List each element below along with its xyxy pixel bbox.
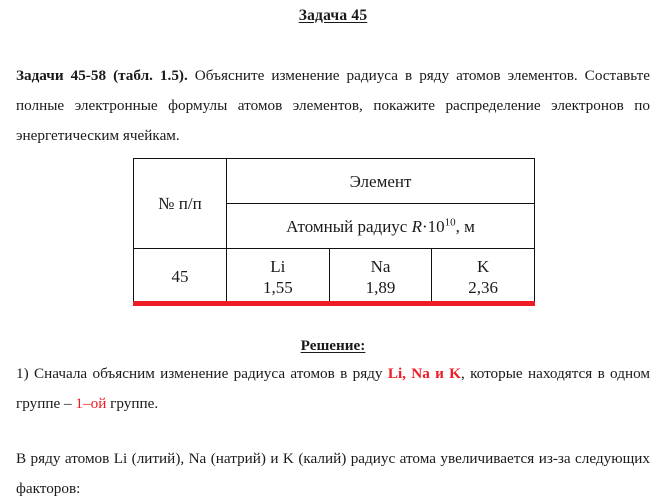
table-header-element: Элемент	[226, 158, 535, 204]
solution-heading-paragraph: Решение:	[16, 335, 650, 357]
radius-mid: ·10	[421, 216, 445, 236]
table-row: № п/п Элемент	[133, 158, 535, 249]
radius-suffix: , м	[455, 216, 475, 236]
solution-step-2: В ряду атомов Li (литий), Na (натрий) и …	[16, 444, 650, 504]
radius-label-prefix: Атомный радиус	[286, 216, 412, 236]
solution-step-2-paragraph: В ряду атомов Li (литий), Na (натрий) и …	[16, 450, 650, 497]
radius-symbol: R	[411, 216, 422, 236]
step1-middle: , которые находятся в одном группе –	[16, 365, 650, 412]
document-page: Задача 45 Задачи 45-58 (табл. 1.5). Объя…	[0, 7, 666, 497]
page-title: Задача 45	[16, 7, 650, 25]
element-symbol-0: Li	[270, 256, 286, 276]
table-cell-element-1: Na 1,89	[328, 248, 433, 305]
page-title-text: Задача 45	[298, 7, 368, 24]
element-value-2: 2,36	[468, 277, 499, 297]
problem-statement-paragraph: Задачи 45-58 (табл. 1.5). Объясните изме…	[16, 61, 650, 151]
step1-highlight-group: 1–ой	[75, 395, 107, 412]
step1-before: 1) Сначала объясним изменение радиуса ат…	[16, 365, 388, 382]
element-symbol-2: K	[477, 256, 490, 276]
step1-after: группе.	[106, 395, 159, 412]
problem-statement-body: Объясните изменение радиуса в ряду атомо…	[16, 67, 650, 144]
table-red-underline	[133, 301, 535, 306]
problem-statement: Задачи 45-58 (табл. 1.5). Объясните изме…	[16, 45, 650, 151]
problem-statement-lead: Задачи 45-58 (табл. 1.5).	[16, 67, 188, 84]
table-row: Атомный радиус R·1010, м	[134, 203, 535, 249]
solution-step-1: 1) Сначала объясним изменение радиуса ат…	[16, 359, 650, 419]
atomic-radius-table-wrapper: № п/п Элемент Атомный радиус R·1010, м 4…	[133, 158, 535, 305]
table-cell-element-2: K 2,36	[431, 248, 535, 305]
table-header-radius: Атомный радиус R·1010, м	[226, 203, 535, 249]
table-header-no: № п/п	[133, 158, 227, 249]
element-value-0: 1,55	[262, 277, 293, 297]
table-cell-row-number: 45	[133, 248, 227, 305]
solution-heading-text: Решение:	[300, 337, 366, 354]
step1-highlight-elements: Li, Na и K	[387, 365, 461, 382]
atomic-radius-table: № п/п Элемент Атомный радиус R·1010, м 4…	[133, 158, 535, 305]
element-value-1: 1,89	[365, 277, 396, 297]
element-symbol-1: Na	[370, 256, 391, 276]
table-cell-element-0: Li 1,55	[226, 248, 330, 305]
solution-heading: Решение:	[16, 335, 650, 357]
radius-exponent: 10	[444, 215, 456, 228]
solution-step-1-paragraph: 1) Сначала объясним изменение радиуса ат…	[16, 359, 650, 419]
table-row: 45 Li 1,55 Na 1,89 K 2,36	[133, 248, 535, 305]
